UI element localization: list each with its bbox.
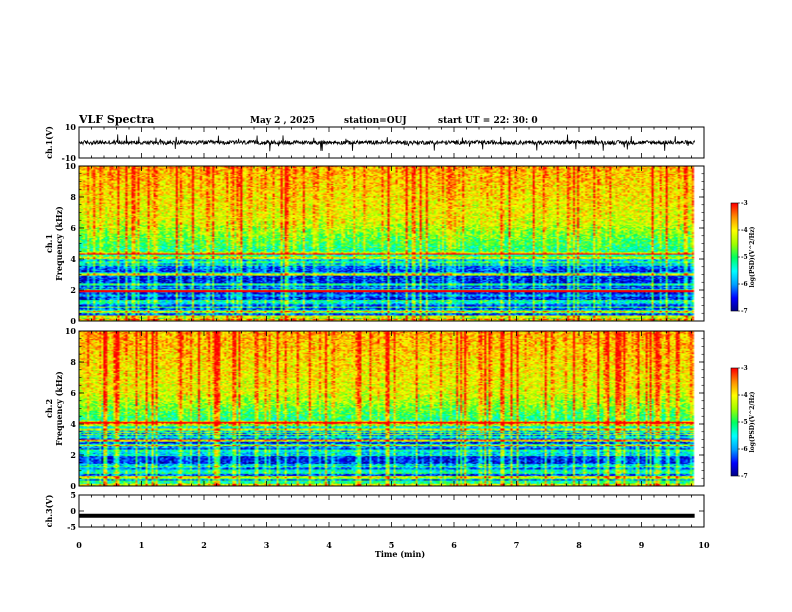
colorbar-tick-label: -6	[741, 446, 748, 453]
y-tick-label: 4	[70, 254, 76, 264]
y-tick-label: 0	[70, 316, 76, 326]
date-label: May 2 , 2025	[250, 116, 315, 126]
colorbar-tick-label: -4	[741, 392, 748, 399]
colorbar-label: log(PSD)(V^2/Hz)	[749, 391, 756, 452]
x-tick-label: 1	[139, 540, 145, 550]
y-tick-label: 10	[65, 161, 77, 171]
ch1-waveform-panel: 10 -10 ch.1(V)	[44, 122, 705, 163]
y-tick-label: 8	[70, 357, 76, 367]
ch1-waveform-trace	[78, 134, 695, 152]
ch1-spectrogram-image	[79, 166, 704, 321]
x-tick-label: 10	[698, 540, 710, 550]
ch2-spectrogram-panel: 0 2 4 6 8 10 ch.2 Frequency (kHz)	[44, 326, 705, 491]
y-tick-label: -5	[67, 522, 76, 532]
time-axis-label: Time (min)	[375, 549, 425, 559]
y-tick-label: 2	[70, 285, 76, 295]
figure-title: VLF Spectra	[78, 113, 154, 126]
y-tick-label: 8	[70, 192, 76, 202]
y-tick-label: 10	[65, 122, 77, 132]
x-tick-label: 9	[639, 540, 645, 550]
x-tick-label: 4	[326, 540, 332, 550]
colorbar-tick-label: -7	[741, 308, 748, 315]
colorbar-tick-label: -5	[741, 254, 748, 261]
y-tick-label: 4	[70, 419, 76, 429]
y-axis-channel-label: ch.1	[44, 234, 54, 253]
y-tick-label: 0	[70, 506, 76, 516]
colorbar-tick-label: -3	[741, 365, 748, 372]
x-tick-label: 5	[389, 540, 395, 550]
y-tick-label: 6	[70, 388, 76, 398]
start-time-label: start UT = 22: 30: 0	[438, 116, 538, 126]
ch1-spectrogram-panel: 0 2 4 6 8 10 ch.1 Frequency (kHz)	[44, 161, 705, 326]
y-axis-channel-label: ch.2	[44, 399, 54, 418]
ch3-waveform-panel: 5 0 -5 ch.3(V)	[44, 490, 705, 532]
colorbar-tick-label: -5	[741, 419, 748, 426]
colorbar-tick-label: -7	[741, 473, 748, 480]
ch2-colorbar: -3 -4 -5 -6 -7 log(PSD)(V^2/Hz)	[730, 365, 756, 480]
y-axis-label: ch.1(V)	[44, 126, 54, 159]
ch1-colorbar: -3 -4 -5 -6 -7 log(PSD)(V^2/Hz)	[730, 200, 756, 315]
station-label: station=OUJ	[344, 116, 407, 126]
x-tick-label: 2	[201, 540, 207, 550]
x-tick-label: 8	[576, 540, 582, 550]
colorbar-label: log(PSD)(V^2/Hz)	[749, 226, 756, 287]
colorbar-tick-label: -6	[741, 281, 748, 288]
y-tick-label: 10	[65, 326, 77, 336]
x-tick-label: 3	[264, 540, 270, 550]
colorbar-tick-label: -3	[741, 200, 748, 207]
ch1-colorbar-gradient	[731, 203, 738, 311]
colorbar-tick-label: -4	[741, 227, 748, 234]
y-tick-label: 5	[70, 490, 76, 500]
time-axis: 0 1 2 3 4 5 6 7 8 9 10	[76, 540, 710, 550]
y-tick-label: 2	[70, 450, 76, 460]
y-axis-label: ch.3(V)	[44, 494, 54, 527]
y-tick-label: 0	[70, 481, 76, 491]
x-tick-label: 0	[76, 540, 82, 550]
ch2-colorbar-gradient	[731, 368, 738, 476]
x-tick-label: 7	[514, 540, 520, 550]
ch2-spectrogram-image	[79, 331, 704, 486]
x-tick-label: 6	[451, 540, 457, 550]
y-axis-label: Frequency (kHz)	[54, 206, 64, 281]
y-tick-label: 6	[70, 223, 76, 233]
y-tick-label: -10	[62, 153, 77, 163]
y-axis-label: Frequency (kHz)	[54, 371, 64, 446]
